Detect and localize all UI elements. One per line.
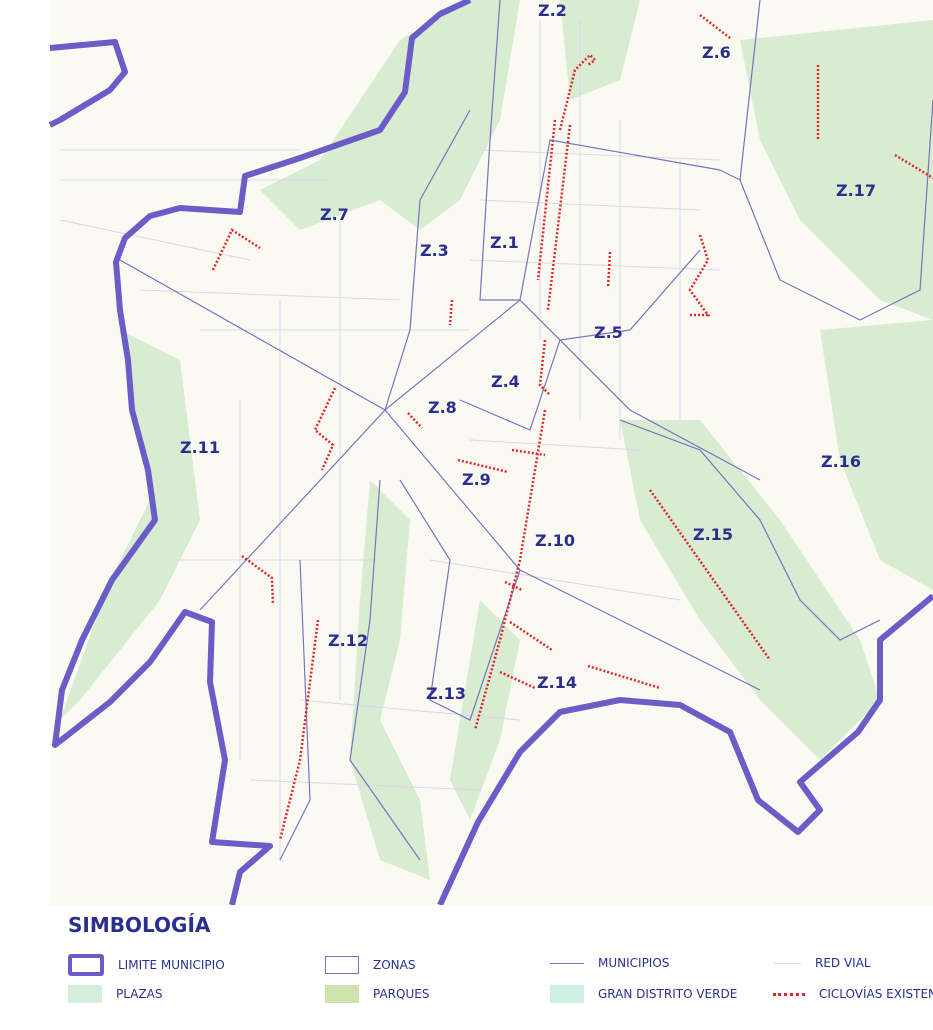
legend-item-gran-distrito-verde: GRAN DISTRITO VERDE	[550, 985, 737, 1003]
road-network	[59, 20, 721, 860]
legend-title: SIMBOLOGÍA	[68, 913, 211, 937]
zone-label: Z.2	[538, 1, 567, 20]
zone-label: Z.10	[535, 531, 575, 550]
zone-label: Z.14	[537, 673, 577, 692]
zone-label: Z.6	[702, 43, 731, 62]
legend-item-plazas: PLAZAS	[68, 985, 162, 1003]
legend-item-municipios: MUNICIPIOS	[550, 956, 669, 970]
thin-outline-box-icon	[325, 956, 359, 974]
legend-label: GRAN DISTRITO VERDE	[598, 987, 738, 1001]
zone-label: Z.9	[462, 470, 491, 489]
legend-item-red-vial: RED VIAL	[773, 956, 871, 970]
zone-label: Z.11	[180, 438, 220, 457]
zone-label: Z.16	[821, 452, 861, 471]
zone-label: Z.5	[594, 323, 623, 342]
legend-item-zonas: ZONAS	[325, 956, 415, 974]
zone-label: Z.17	[836, 181, 876, 200]
light-green-square-icon	[68, 985, 102, 1003]
light-line-icon	[773, 962, 801, 964]
zone-labels: Z.1 Z.2 Z.3 Z.4 Z.5 Z.6 Z.7 Z.8 Z.9 Z.10…	[180, 1, 876, 703]
zone-label: Z.8	[428, 398, 457, 417]
legend-label: RED VIAL	[815, 956, 871, 970]
zone-label: Z.4	[491, 372, 520, 391]
green-square-icon	[325, 985, 359, 1003]
red-dashed-line-icon	[773, 992, 805, 996]
legend-item-limite-municipio: LIMITE MUNICIPIO	[68, 954, 225, 976]
legend-label: CICLOVÍAS EXISTEN	[819, 987, 933, 1001]
zone-label: Z.3	[420, 241, 449, 260]
zone-label: Z.12	[328, 631, 368, 650]
legend-item-ciclovias: CICLOVÍAS EXISTEN	[773, 987, 933, 1001]
thick-purple-box-icon	[68, 954, 104, 976]
zone-label: Z.13	[426, 684, 466, 703]
legend-item-parques: PARQUES	[325, 985, 429, 1003]
zone-boundaries	[119, 0, 933, 861]
zone-label: Z.15	[693, 525, 733, 544]
mint-square-icon	[550, 985, 584, 1003]
legend-label: PARQUES	[373, 987, 430, 1001]
zone-label: Z.7	[320, 205, 349, 224]
legend-label: LIMITE MUNICIPIO	[118, 958, 225, 972]
bike-lanes	[211, 14, 933, 841]
legend-label: MUNICIPIOS	[598, 956, 670, 970]
purple-line-icon	[550, 962, 584, 964]
legend-label: ZONAS	[373, 958, 416, 972]
zone-label: Z.1	[490, 233, 519, 252]
city-zones-map: Z.1 Z.2 Z.3 Z.4 Z.5 Z.6 Z.7 Z.8 Z.9 Z.10…	[48, 0, 933, 905]
municipal-limit	[48, 0, 933, 905]
legend-label: PLAZAS	[116, 987, 163, 1001]
